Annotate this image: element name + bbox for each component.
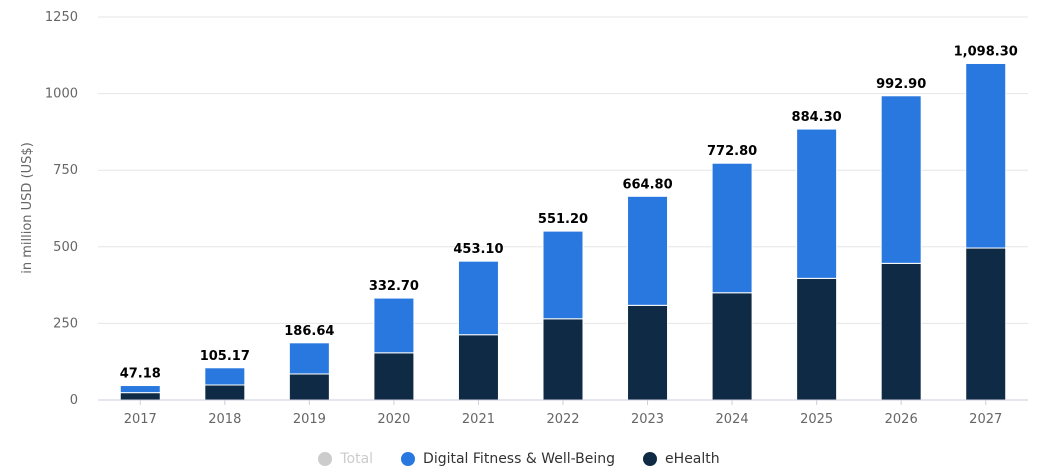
gridlines: [98, 16, 1028, 324]
legend-item-ehealth[interactable]: eHealth: [643, 451, 720, 467]
x-tick-label: 2025: [800, 412, 833, 427]
bar-digital-fitness-well-being: [796, 128, 838, 279]
y-tick-label: 1000: [45, 87, 78, 102]
bar-ehealth: [796, 277, 838, 401]
bar-digital-fitness-well-being: [965, 62, 1007, 249]
x-axis-ticks: 2017 2018 2019 2020 2021 2022 2023 2024 2025 2026…: [124, 400, 1002, 427]
x-tick-label: 2022: [546, 412, 579, 427]
bar-ehealth: [711, 292, 753, 401]
legend: Total Digital Fitness & Well-Being eHeal…: [0, 446, 1038, 472]
bar-ehealth: [288, 373, 330, 401]
bar-ehealth: [373, 352, 415, 401]
bar-digital-fitness-well-being: [627, 195, 669, 306]
y-axis-label: in million USD (US$): [20, 142, 35, 274]
x-tick-label: 2027: [969, 412, 1002, 427]
x-tick-label: 2023: [631, 412, 664, 427]
legend-label-total: Total: [340, 451, 374, 467]
x-tick-label: 2020: [377, 412, 410, 427]
bar-ehealth: [627, 304, 669, 401]
y-axis-ticks: 0 250 500 750 1000 1250: [45, 10, 78, 408]
bar-digital-fitness-well-being: [373, 297, 415, 354]
total-value-label: 453.10: [453, 242, 503, 257]
total-value-label: 884.30: [792, 110, 842, 125]
y-tick-label: 1250: [45, 10, 78, 25]
legend-label-ehealth: eHealth: [665, 451, 720, 467]
legend-label-digital-fitness: Digital Fitness & Well-Being: [423, 451, 616, 467]
legend-item-digital-fitness[interactable]: Digital Fitness & Well-Being: [401, 451, 615, 467]
legend-item-total[interactable]: Total: [318, 451, 373, 467]
bars: [119, 62, 1007, 401]
bar-digital-fitness-well-being: [711, 162, 753, 294]
x-tick-label: 2018: [208, 412, 241, 427]
x-tick-label: 2021: [462, 412, 495, 427]
y-tick-label: 500: [53, 240, 78, 255]
total-value-label: 664.80: [622, 177, 672, 192]
bar-digital-fitness-well-being: [880, 95, 922, 264]
total-value-label: 186.64: [284, 324, 334, 339]
y-tick-label: 750: [53, 163, 78, 178]
legend-ehealth-dot-icon: [643, 452, 658, 466]
y-tick-label: 250: [53, 316, 78, 331]
total-labels: 47.18 105.17 186.64 332.70 453.10 551.20 664.8…: [120, 44, 1018, 381]
total-value-label: 47.18: [120, 367, 161, 382]
legend-total-dot-icon: [318, 452, 333, 466]
bar-digital-fitness-well-being: [457, 260, 499, 336]
bar-digital-fitness-well-being: [288, 342, 330, 375]
total-value-label: 1,098.30: [954, 44, 1018, 59]
bar-digital-fitness-well-being: [204, 367, 246, 386]
x-tick-label: 2026: [885, 412, 918, 427]
bar-digital-fitness-well-being: [542, 230, 584, 320]
bar-ehealth: [204, 384, 246, 401]
x-tick-label: 2019: [293, 412, 326, 427]
total-value-label: 332.70: [369, 279, 419, 294]
bar-ehealth: [965, 247, 1007, 401]
total-value-label: 992.90: [876, 77, 926, 92]
total-value-label: 105.17: [200, 349, 250, 364]
x-tick-label: 2017: [124, 412, 157, 427]
bar-ehealth: [457, 334, 499, 401]
y-tick-label: 0: [70, 393, 78, 408]
x-tick-label: 2024: [716, 412, 749, 427]
total-value-label: 772.80: [707, 144, 757, 159]
bar-ehealth: [880, 262, 922, 401]
bar-digital-fitness-well-being: [119, 385, 161, 394]
total-value-label: 551.20: [538, 212, 588, 227]
legend-digital-fitness-dot-icon: [401, 452, 416, 466]
bar-ehealth: [119, 392, 161, 401]
bar-ehealth: [542, 318, 584, 401]
